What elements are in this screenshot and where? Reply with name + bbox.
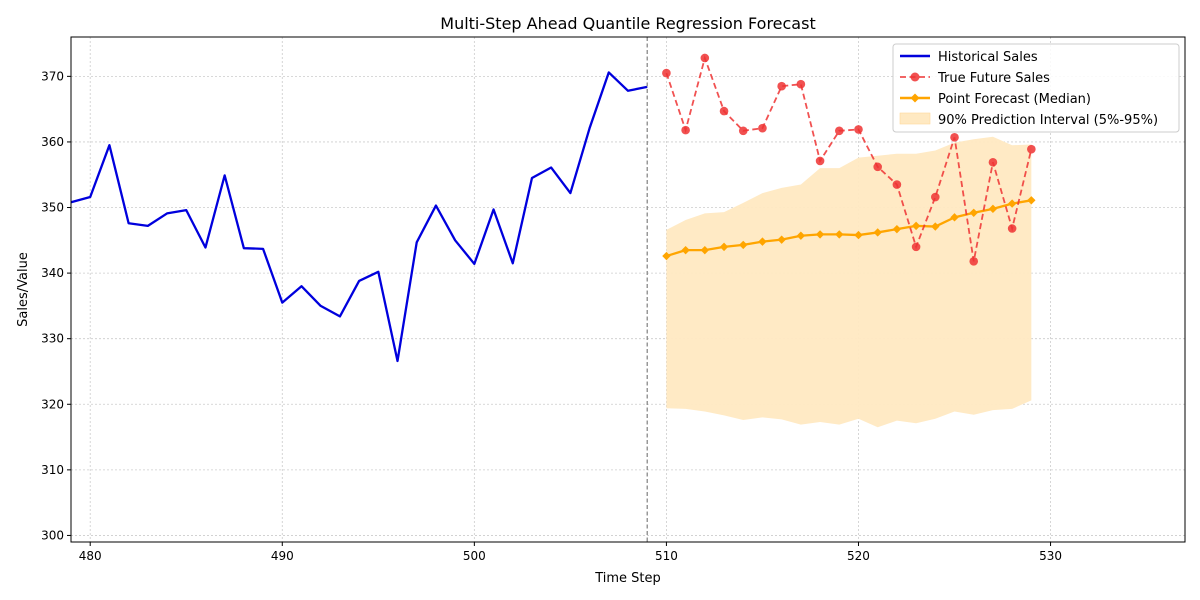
x-tick-label: 530	[1039, 549, 1062, 563]
prediction-interval-layer	[666, 136, 1032, 428]
true-future-marker	[815, 156, 825, 166]
y-tick-label: 300	[41, 528, 64, 542]
true-future-line	[665, 54, 1033, 262]
true-future-marker	[681, 125, 690, 135]
true-future-marker	[1007, 224, 1017, 233]
true-future-marker	[931, 192, 940, 202]
true-future-marker	[662, 68, 671, 78]
true-future-marker	[892, 180, 902, 189]
legend-label-forecast: Point Forecast (Median)	[938, 92, 1091, 107]
y-tick-label: 370	[41, 69, 64, 83]
point-forecast-marker	[1027, 196, 1036, 205]
y-tick-label: 330	[41, 332, 64, 346]
true-future-marker	[873, 162, 882, 172]
true-future-marker	[988, 157, 998, 167]
x-tick-label: 480	[79, 549, 102, 563]
x-ticks: 480 490 500 510 520 530	[79, 542, 1062, 563]
true-future-marker	[950, 133, 959, 142]
point-forecast-marker	[777, 235, 786, 244]
true-future-marker	[777, 81, 786, 91]
legend: Historical Sales True Future Sales Point…	[892, 43, 1180, 133]
chart-title: Multi-Step Ahead Quantile Regression For…	[440, 14, 815, 33]
x-tick-label: 500	[463, 549, 486, 563]
true-future-marker	[719, 106, 729, 116]
point-forecast-marker	[700, 245, 710, 255]
legend-marker-true-future	[910, 72, 920, 82]
y-tick-label: 320	[41, 397, 64, 411]
historical-sales-line	[70, 71, 648, 363]
x-tick-label: 520	[847, 549, 870, 563]
series-layer	[70, 53, 1036, 363]
point-forecast-marker	[662, 251, 671, 261]
true-future-marker	[796, 79, 806, 89]
x-tick-label: 510	[655, 549, 678, 563]
true-future-marker	[911, 242, 921, 252]
point-forecast-marker	[719, 242, 729, 252]
y-tick-label: 310	[41, 463, 64, 477]
point-forecast-marker	[758, 237, 767, 246]
y-tick-label: 350	[41, 201, 64, 215]
point-forecast-marker	[988, 204, 998, 214]
point-forecast-marker	[931, 222, 940, 231]
point-forecast-marker	[969, 208, 978, 217]
point-forecast-marker	[911, 221, 921, 231]
legend-box	[892, 43, 1180, 133]
prediction-interval-band	[666, 136, 1032, 428]
x-axis-title: Time Step	[594, 571, 661, 586]
point-forecast-marker	[835, 230, 844, 239]
legend-label-historical: Historical Sales	[938, 50, 1038, 65]
point-forecast-marker	[796, 231, 806, 240]
legend-label-true-future: True Future Sales	[937, 71, 1050, 86]
point-forecast-marker	[854, 230, 863, 240]
y-ticks: 300 310 320 330 340 350 360 370	[41, 69, 71, 542]
true-future-marker	[834, 126, 844, 136]
true-future-marker	[758, 123, 767, 133]
point-forecast-marker	[739, 240, 748, 250]
legend-label-interval: 90% Prediction Interval (5%-95%)	[938, 113, 1158, 128]
y-tick-label: 340	[41, 266, 64, 280]
legend-swatch-interval	[899, 112, 931, 125]
plot-area-frame	[70, 36, 1186, 543]
point-forecast-marker	[1007, 199, 1017, 208]
point-forecast-marker	[892, 224, 902, 234]
point-forecast-marker	[681, 245, 690, 255]
legend-marker-forecast	[910, 93, 920, 103]
true-future-marker	[1027, 144, 1036, 154]
x-tick-label: 490	[271, 549, 294, 563]
y-tick-label: 360	[41, 135, 64, 149]
true-future-marker	[738, 126, 748, 136]
y-axis-title: Sales/Value	[16, 252, 31, 327]
point-forecast-marker	[950, 213, 959, 222]
true-future-marker	[854, 125, 863, 134]
true-future-marker	[700, 53, 710, 63]
true-future-marker	[969, 256, 979, 266]
point-forecast-marker	[815, 230, 825, 239]
point-forecast-marker	[873, 228, 882, 237]
